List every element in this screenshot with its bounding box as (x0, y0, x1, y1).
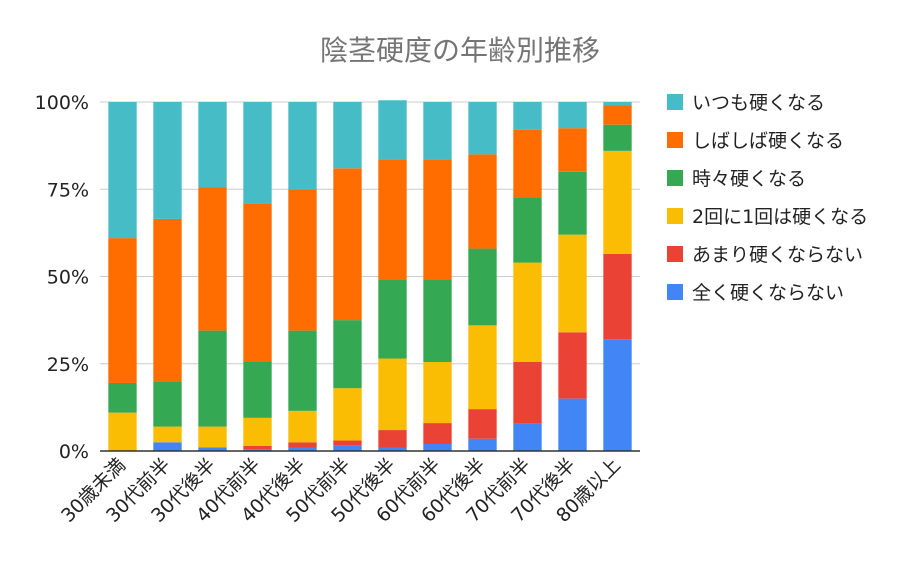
bars (108, 100, 632, 451)
bar-segment (603, 253, 632, 340)
bar-segment (378, 358, 407, 431)
bar-segment (603, 150, 632, 254)
bar-segment (468, 325, 497, 410)
legend-swatch (667, 94, 683, 110)
bar-segment (558, 332, 587, 399)
bar-segment (108, 238, 137, 383)
bar-segment (513, 362, 542, 424)
bar-segment (288, 189, 317, 331)
bar-segment (468, 102, 497, 155)
bar-segment (333, 388, 362, 441)
legend-swatch (667, 170, 683, 186)
bar-segment (558, 234, 587, 333)
bar-segment (153, 102, 182, 219)
legend-label: 2回に1回は硬くなる (692, 206, 868, 228)
bar-segment (288, 330, 317, 411)
legend-swatch (667, 208, 683, 224)
bar-segment (558, 102, 587, 129)
bar-segment (243, 445, 272, 450)
x-axis: 30歳未満30代前半30代後半40代前半40代後半50代前半50代後半60代前半… (57, 454, 625, 527)
bar-segment (153, 218, 182, 382)
bar-segment (378, 447, 407, 451)
bar-segment (423, 279, 452, 363)
bar-segment (423, 362, 452, 424)
bar-segment (423, 423, 452, 445)
bar-segment (468, 438, 497, 451)
bar-segment (108, 102, 137, 239)
bar-segment (603, 105, 632, 125)
bar-segment (378, 279, 407, 359)
bar-segment (423, 444, 452, 451)
legend-swatch (667, 284, 683, 300)
bar-segment (198, 426, 227, 448)
bar-segment (153, 381, 182, 427)
bar-segment (198, 102, 227, 188)
bar-segment (243, 449, 272, 451)
bar-segment (603, 102, 632, 106)
bar-segment (108, 382, 137, 413)
bar-segment (603, 124, 632, 151)
legend-swatch (667, 132, 683, 148)
y-axis: 0% 25% 50% 75% 100% (35, 92, 89, 463)
y-tick-label: 0% (59, 441, 89, 463)
bar-segment (288, 442, 317, 448)
bar-segment (153, 426, 182, 443)
legend-label: あまり硬くならない (692, 244, 863, 266)
bar-segment (603, 339, 632, 451)
y-tick-label: 25% (47, 354, 89, 376)
bar-segment (513, 197, 542, 263)
bar-segment (558, 171, 587, 235)
bar-segment (198, 447, 227, 451)
bar-segment (243, 102, 272, 204)
bar-segment (288, 410, 317, 443)
legend-label: 時々硬くなる (692, 168, 806, 190)
bar-segment (198, 187, 227, 331)
bar-segment (243, 362, 272, 418)
bar-segment (288, 447, 317, 451)
chart-title: 陰茎硬度の年齢別推移 (320, 34, 600, 67)
bar-segment (513, 262, 542, 363)
bar-segment (378, 430, 407, 448)
y-tick-label: 50% (47, 267, 89, 289)
bar-segment (513, 102, 542, 130)
bar-segment (468, 248, 497, 326)
bar-segment (378, 159, 407, 280)
bar-segment (513, 129, 542, 198)
bar-segment (153, 442, 182, 451)
bar-segment (513, 423, 542, 451)
bar-segment (423, 159, 452, 280)
legend-label: いつも硬くなる (692, 92, 825, 114)
legend-label: しばしば硬くなる (692, 130, 844, 152)
bar-segment (243, 417, 272, 446)
bar-segment (333, 168, 362, 321)
bar-segment (108, 412, 137, 451)
y-tick-label: 75% (47, 179, 89, 201)
bar-segment (468, 154, 497, 249)
bar-segment (333, 320, 362, 389)
bar-segment (468, 409, 497, 439)
bar-segment (333, 440, 362, 446)
bar-segment (558, 128, 587, 172)
bar-segment (558, 398, 587, 451)
bar-segment (333, 102, 362, 169)
bar-segment (288, 102, 317, 190)
legend-label: 全く硬くならない (692, 282, 844, 304)
bar-segment (333, 445, 362, 451)
gridlines (100, 101, 640, 365)
bar-segment (198, 330, 227, 427)
bar-segment (243, 203, 272, 363)
legend-swatch (667, 246, 683, 262)
bar-segment (423, 102, 452, 160)
bar-segment (378, 100, 407, 160)
y-tick-label: 100% (35, 92, 89, 114)
